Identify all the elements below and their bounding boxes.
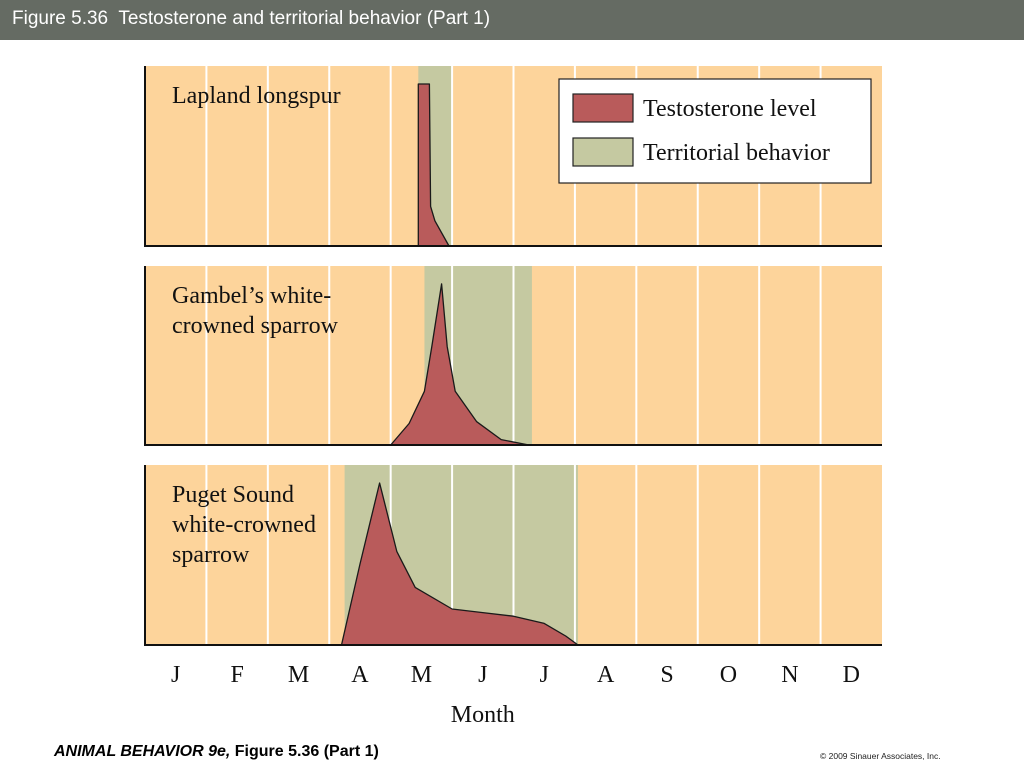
- month-tick-label: A: [597, 662, 615, 688]
- figure-reference: Figure 5.36 (Part 1): [234, 743, 379, 760]
- month-tick-label: A: [351, 662, 369, 688]
- footer-citation: ANIMAL BEHAVIOR 9e, Figure 5.36 (Part 1): [54, 743, 379, 761]
- month-tick-label: M: [288, 662, 309, 688]
- panel-2: Gambel’s white-crowned sparrow: [144, 266, 882, 446]
- species-label: Gambel’s white-: [172, 283, 331, 309]
- month-tick-label: J: [478, 662, 487, 688]
- testosterone-level-area: [340, 482, 579, 646]
- species-label: crowned sparrow: [172, 313, 339, 339]
- species-label: sparrow: [172, 542, 250, 568]
- species-label: Puget Sound: [172, 482, 294, 508]
- month-tick-label: O: [720, 662, 737, 688]
- slide-title: Figure 5.36 Testosterone and territorial…: [12, 8, 491, 29]
- month-tick-label: N: [781, 662, 798, 688]
- month-tick-label: J: [171, 662, 180, 688]
- testosterone-level-area: [390, 283, 530, 446]
- title-bar: Figure 5.36 Testosterone and territorial…: [0, 0, 1024, 40]
- legend-label: Territorial behavior: [643, 140, 830, 166]
- legend: Testosterone level Territorial behavior: [558, 78, 872, 184]
- copyright: © 2009 Sinauer Associates, Inc.: [820, 751, 941, 761]
- panel-3: Puget Sound white-crowned sparrow: [144, 465, 882, 646]
- species-label: white-crowned: [172, 512, 316, 538]
- x-axis-label: Month: [451, 702, 515, 728]
- month-tick-label: F: [230, 662, 243, 688]
- month-tick-label: J: [540, 662, 549, 688]
- legend-swatch: [572, 93, 634, 123]
- legend-label: Testosterone level: [643, 96, 817, 122]
- month-tick-label: S: [660, 662, 673, 688]
- month-tick-label: D: [843, 662, 860, 688]
- species-label: Lapland longspur: [172, 83, 341, 109]
- month-tick-label: M: [411, 662, 432, 688]
- book-title: ANIMAL BEHAVIOR 9e,: [54, 743, 231, 760]
- legend-swatch: [572, 137, 634, 167]
